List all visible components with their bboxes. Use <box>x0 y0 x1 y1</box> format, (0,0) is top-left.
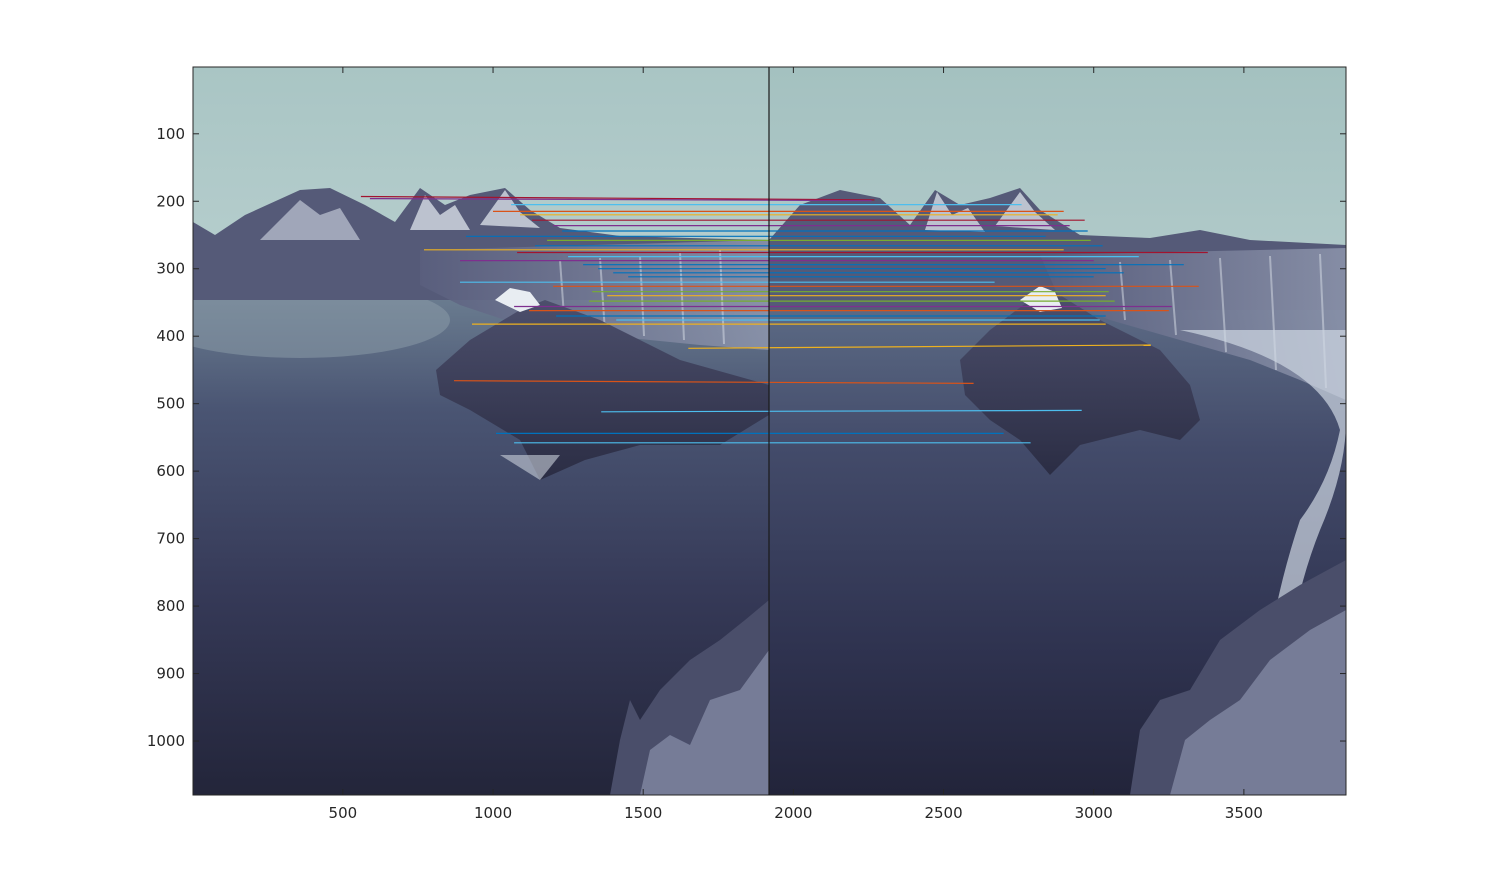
y-tick-label: 800 <box>156 597 185 615</box>
x-tick-label: 1000 <box>474 804 512 822</box>
match-line <box>360 195 875 201</box>
x-axis: 500 1000 1500 2000 2500 3000 3500 <box>329 67 1263 822</box>
y-tick-label: 400 <box>156 327 185 345</box>
y-axis: 100 200 300 400 500 600 700 800 900 1000 <box>147 125 1346 750</box>
match-lines <box>360 195 1208 444</box>
y-tick-label: 300 <box>156 260 185 278</box>
match-line <box>453 380 974 384</box>
y-tick-label: 200 <box>156 192 185 210</box>
left-image <box>193 67 769 795</box>
match-line <box>688 344 1151 349</box>
y-tick-label: 1000 <box>147 732 185 750</box>
x-tick-label: 2000 <box>774 804 812 822</box>
y-tick-label: 100 <box>156 125 185 143</box>
match-line <box>369 198 872 202</box>
match-line <box>601 409 1082 413</box>
x-tick-label: 3500 <box>1225 804 1263 822</box>
y-tick-label: 900 <box>156 665 185 683</box>
x-tick-label: 1500 <box>624 804 662 822</box>
x-tick-label: 500 <box>329 804 358 822</box>
x-tick-label: 3000 <box>1075 804 1113 822</box>
x-tick-label: 2500 <box>924 804 962 822</box>
y-tick-label: 500 <box>156 395 185 413</box>
y-tick-label: 700 <box>156 530 185 548</box>
y-tick-label: 600 <box>156 462 185 480</box>
right-image <box>769 67 1346 795</box>
